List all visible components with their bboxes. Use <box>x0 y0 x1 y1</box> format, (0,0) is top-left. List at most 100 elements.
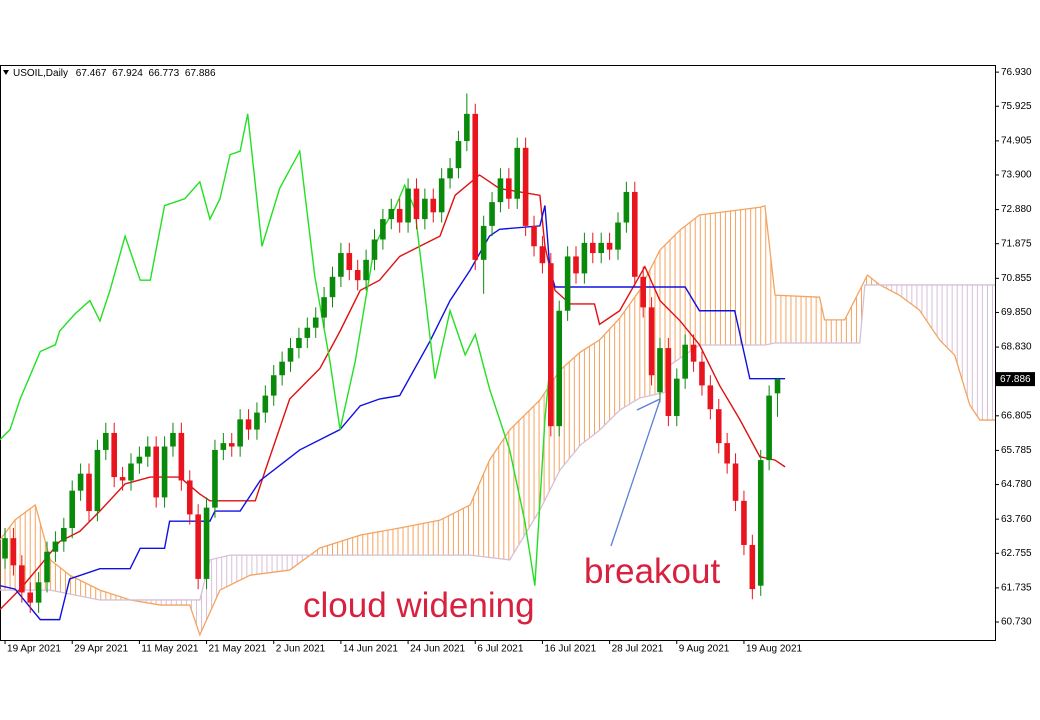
candle-body <box>94 449 101 512</box>
y-tick-label: 74.905 <box>1001 136 1032 147</box>
current-price-box <box>996 372 1035 387</box>
cloud <box>0 205 995 637</box>
candle-body <box>203 507 210 579</box>
candle-body <box>732 463 739 501</box>
candle-body <box>640 276 646 308</box>
candle-body <box>606 242 613 250</box>
y-tick-label: 75.925 <box>1001 101 1032 112</box>
candle-body <box>69 490 76 528</box>
candle-body <box>228 443 235 447</box>
x-tick-label: 28 Jul 2021 <box>612 644 664 655</box>
y-tick-label: 62.755 <box>1001 548 1032 559</box>
candle-body <box>749 544 756 590</box>
chart-header: USOIL,Daily 67.467 67.924 66.773 67.886 <box>13 68 216 79</box>
candle-body <box>590 242 596 254</box>
candle-body <box>766 395 772 461</box>
y-tick-label: 70.855 <box>1001 273 1032 284</box>
y-tick-label: 73.900 <box>1001 170 1032 181</box>
indicator-line <box>0 113 551 586</box>
candle-body <box>77 473 84 491</box>
x-tick-label: 21 May 2021 <box>209 644 267 655</box>
arrow-line <box>610 399 661 547</box>
candle-body <box>438 178 445 213</box>
candle-body <box>111 432 117 478</box>
x-tick-label: 24 Jun 2021 <box>410 644 465 655</box>
candle-body <box>522 147 529 226</box>
candle-body <box>539 246 546 264</box>
candle-body <box>757 460 764 586</box>
x-tick-label: 19 Apr 2021 <box>7 644 61 655</box>
candle-body <box>489 202 495 226</box>
candle-body <box>631 191 638 277</box>
current-price-label: 67.886 <box>1000 374 1031 385</box>
y-tick-label: 76.930 <box>1001 67 1032 78</box>
candle-body <box>363 259 369 281</box>
candle-body <box>153 446 159 498</box>
candle-body <box>304 327 311 338</box>
candle-body <box>506 178 512 199</box>
candle-body <box>338 253 344 277</box>
candle-body <box>430 198 437 213</box>
cloud-hatch <box>0 206 993 632</box>
candle-body <box>371 239 378 260</box>
x-tick-label: 11 May 2021 <box>141 644 199 655</box>
candle-body <box>564 256 571 311</box>
candle-body <box>573 256 579 274</box>
header-high: 67.924 <box>112 68 143 79</box>
y-tick-label: 71.875 <box>1001 238 1032 249</box>
candle-body <box>178 432 185 481</box>
candle-body <box>514 147 521 199</box>
y-tick-label: 61.735 <box>1001 583 1032 594</box>
candle-body <box>279 361 285 376</box>
candle-body <box>237 419 243 447</box>
y-tick-label: 72.880 <box>1001 204 1032 215</box>
y-tick-label: 69.850 <box>1001 307 1032 318</box>
candle-body <box>35 582 42 603</box>
x-tick-label: 29 Apr 2021 <box>74 644 128 655</box>
candle-body <box>270 375 277 396</box>
plot-frame <box>0 65 996 641</box>
candle-body <box>380 219 386 240</box>
candle-body <box>220 443 227 450</box>
candle-body <box>52 541 59 552</box>
candle-body <box>690 344 697 362</box>
candle-body <box>388 208 395 220</box>
candle-body <box>464 113 470 142</box>
candle-body <box>44 551 50 583</box>
candle-body <box>86 473 92 512</box>
candle-body <box>102 432 109 450</box>
span-b-line <box>0 284 995 601</box>
header-open: 67.467 <box>76 68 107 79</box>
y-tick-label: 64.780 <box>1001 479 1032 490</box>
candle-body <box>312 317 319 328</box>
candle-body <box>254 412 260 430</box>
candle-body <box>615 222 621 250</box>
candle-body <box>354 270 361 281</box>
x-tick-label: 16 Jul 2021 <box>544 644 596 655</box>
x-tick-label: 2 Jun 2021 <box>276 644 326 655</box>
y-tick-label: 68.830 <box>1001 342 1032 353</box>
annotation: cloud widening <box>303 586 535 625</box>
indicator-line <box>0 174 786 610</box>
header-close: 67.886 <box>185 68 216 79</box>
candle-body <box>699 361 705 386</box>
candle-body <box>2 538 8 559</box>
candle-body <box>741 500 747 545</box>
y-tick-label: 63.760 <box>1001 514 1032 525</box>
candle-body <box>161 446 168 498</box>
candle-body <box>321 297 327 318</box>
candle-body <box>136 456 143 464</box>
candle-body <box>186 480 193 515</box>
candle-body <box>548 263 554 427</box>
candle-body <box>581 242 588 274</box>
candle-body <box>724 443 730 464</box>
candle-body <box>128 463 134 481</box>
candle-body <box>480 225 487 260</box>
candles <box>2 93 781 613</box>
candle-body <box>262 395 269 413</box>
y-tick-label: 60.730 <box>1001 617 1032 628</box>
candle-body <box>556 310 563 427</box>
candle-body <box>648 307 655 376</box>
